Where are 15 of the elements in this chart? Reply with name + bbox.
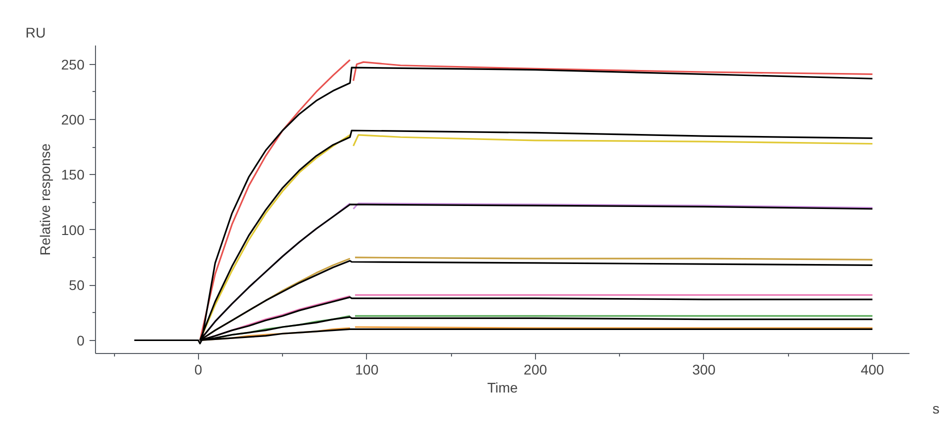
y-tick-label: 200: [61, 111, 85, 128]
y-tick-label: 0: [76, 332, 85, 348]
y-axis-title: Relative response: [37, 143, 54, 256]
x-tick-label: 300: [692, 362, 716, 378]
x-tick-label: 200: [524, 362, 548, 378]
y-tick-label: 250: [61, 56, 85, 72]
text: s: [932, 400, 940, 416]
x-axis-title: Time: [487, 380, 518, 396]
text: RU: [26, 24, 46, 40]
x-tick-label: 400: [860, 362, 884, 378]
y-tick-label: 150: [61, 166, 85, 183]
x-tick-label: 0: [194, 362, 202, 378]
x-tick-label: 100: [355, 362, 379, 378]
y-tick-label: 100: [61, 222, 85, 238]
y-tick-label: 50: [68, 277, 85, 294]
